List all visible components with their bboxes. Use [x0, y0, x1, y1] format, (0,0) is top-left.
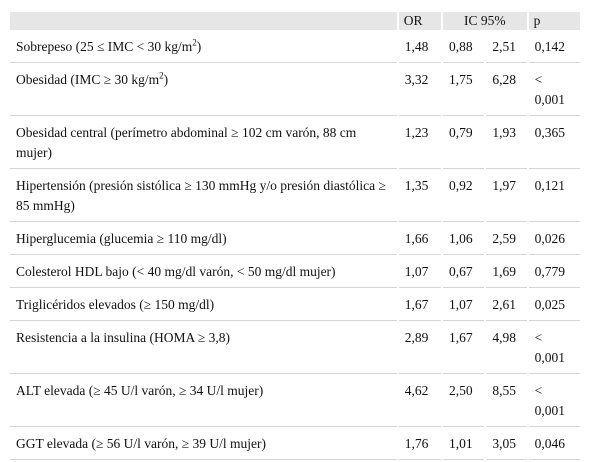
cell-ic-high: 2,61: [486, 290, 527, 321]
label-text: ): [196, 39, 202, 54]
table-row: Colesterol HDL bajo (< 40 mg/dl varón, <…: [10, 257, 580, 288]
cell-p: 0,779: [528, 257, 580, 288]
cell-or: 1,23: [398, 118, 442, 169]
table-row: Obesidad central (perímetro abdominal ≥ …: [10, 118, 580, 169]
cell-ic-high: 2,59: [486, 224, 527, 255]
cell-or: 4,62: [398, 376, 442, 427]
cell-ic-low: 1,67: [443, 323, 485, 374]
table-body: Sobrepeso (25 ≤ IMC < 30 kg/m2) 1,48 0,88 2…: [10, 32, 580, 460]
cell-or: 1,35: [398, 171, 442, 222]
cell-p: 0,142: [528, 32, 580, 63]
cell-p: 0,365: [528, 118, 580, 169]
table-row: Sobrepeso (25 ≤ IMC < 30 kg/m2) 1,48 0,88 2…: [10, 32, 580, 63]
cell-ic-high: 1,69: [486, 257, 527, 288]
cell-ic-high: 1,93: [486, 118, 527, 169]
table-row: Hipertensión (presión sistólica ≥ 130 mm…: [10, 171, 580, 222]
cell-ic-high: 2,51: [486, 32, 527, 63]
cell-ic-low: 0,92: [443, 171, 485, 222]
label-text: ): [163, 72, 169, 87]
cell-p: 0,121: [528, 171, 580, 222]
cell-or: 1,48: [398, 32, 442, 63]
cell-ic-high: 1,97: [486, 171, 527, 222]
cell-or: 2,89: [398, 323, 442, 374]
label-superscript: 2: [192, 37, 197, 48]
header-cell: [10, 12, 397, 30]
label-text: GGT elevada (≥ 56 U/l varón, ≥ 39 U/l mu…: [16, 436, 267, 451]
table-row: ALT elevada (≥ 45 U/l varón, ≥ 34 U/l mu…: [10, 376, 580, 427]
cell-or: 1,66: [398, 224, 442, 255]
cell-ic-low: 1,06: [443, 224, 485, 255]
label-superscript: 2: [159, 70, 164, 81]
header-cell: OR: [398, 12, 442, 30]
cell-ic-low: 1,75: [443, 65, 485, 116]
row-label: Resistencia a la insulina (HOMA ≥ 3,8): [10, 323, 397, 374]
label-text: Obesidad (IMC ≥ 30 kg/m: [16, 72, 160, 87]
cell-ic-low: 1,07: [443, 290, 485, 321]
cell-p: < 0,001: [528, 376, 580, 427]
header-row: OR IC 95% p: [10, 12, 580, 30]
cell-p: 0,025: [528, 290, 580, 321]
row-label: Obesidad central (perímetro abdominal ≥ …: [10, 118, 397, 169]
label-text: Colesterol HDL bajo (< 40 mg/dl varón, <…: [16, 264, 336, 279]
label-text: Sobrepeso (25 ≤ IMC < 30 kg/m: [16, 39, 193, 54]
data-table: OR IC 95% p Sobrepeso (25 ≤ IMC < 30 kg/…: [8, 10, 582, 462]
label-text: Resistencia a la insulina (HOMA ≥ 3,8): [16, 330, 230, 345]
label-text: Hipertensión (presión sistólica ≥ 130 mm…: [16, 178, 386, 213]
row-label: ALT elevada (≥ 45 U/l varón, ≥ 34 U/l mu…: [10, 376, 397, 427]
cell-ic-low: 0,88: [443, 32, 485, 63]
table-header: OR IC 95% p: [10, 12, 580, 30]
table-row: Resistencia a la insulina (HOMA ≥ 3,8) 2,…: [10, 323, 580, 374]
cell-or: 3,32: [398, 65, 442, 116]
cell-ic-low: 2,50: [443, 376, 485, 427]
cell-ic-high: 8,55: [486, 376, 527, 427]
cell-ic-high: 6,28: [486, 65, 527, 116]
cell-p: < 0,001: [528, 323, 580, 374]
label-text: Obesidad central (perímetro abdominal ≥ …: [16, 125, 357, 160]
row-label: Hiperglucemia (glucemia ≥ 110 mg/dl): [10, 224, 397, 255]
table-row: Triglicéridos elevados (≥ 150 mg/dl) 1,67…: [10, 290, 580, 321]
header-cell: IC 95%: [443, 12, 527, 30]
cell-p: < 0,001: [528, 65, 580, 116]
label-text: ALT elevada (≥ 45 U/l varón, ≥ 34 U/l mu…: [16, 383, 264, 398]
cell-ic-high: 4,98: [486, 323, 527, 374]
row-label: Colesterol HDL bajo (< 40 mg/dl varón, <…: [10, 257, 397, 288]
row-label: Triglicéridos elevados (≥ 150 mg/dl): [10, 290, 397, 321]
cell-or: 1,67: [398, 290, 442, 321]
label-text: Hiperglucemia (glucemia ≥ 110 mg/dl): [16, 231, 227, 246]
cell-p: 0,026: [528, 224, 580, 255]
cell-or: 1,07: [398, 257, 442, 288]
cell-ic-low: 0,67: [443, 257, 485, 288]
table-row: Obesidad (IMC ≥ 30 kg/m2) 3,32 1,75 6,28 < 0…: [10, 65, 580, 116]
label-text: Triglicéridos elevados (≥ 150 mg/dl): [16, 297, 215, 312]
header-cell: p: [528, 12, 580, 30]
page: OR IC 95% p Sobrepeso (25 ≤ IMC < 30 kg/…: [10, 12, 580, 460]
row-label: Obesidad (IMC ≥ 30 kg/m2): [10, 65, 397, 116]
row-label: Sobrepeso (25 ≤ IMC < 30 kg/m2): [10, 32, 397, 63]
cell-ic-low: 0,79: [443, 118, 485, 169]
table-row: Hiperglucemia (glucemia ≥ 110 mg/dl) 1,66…: [10, 224, 580, 255]
row-label: Hipertensión (presión sistólica ≥ 130 mm…: [10, 171, 397, 222]
